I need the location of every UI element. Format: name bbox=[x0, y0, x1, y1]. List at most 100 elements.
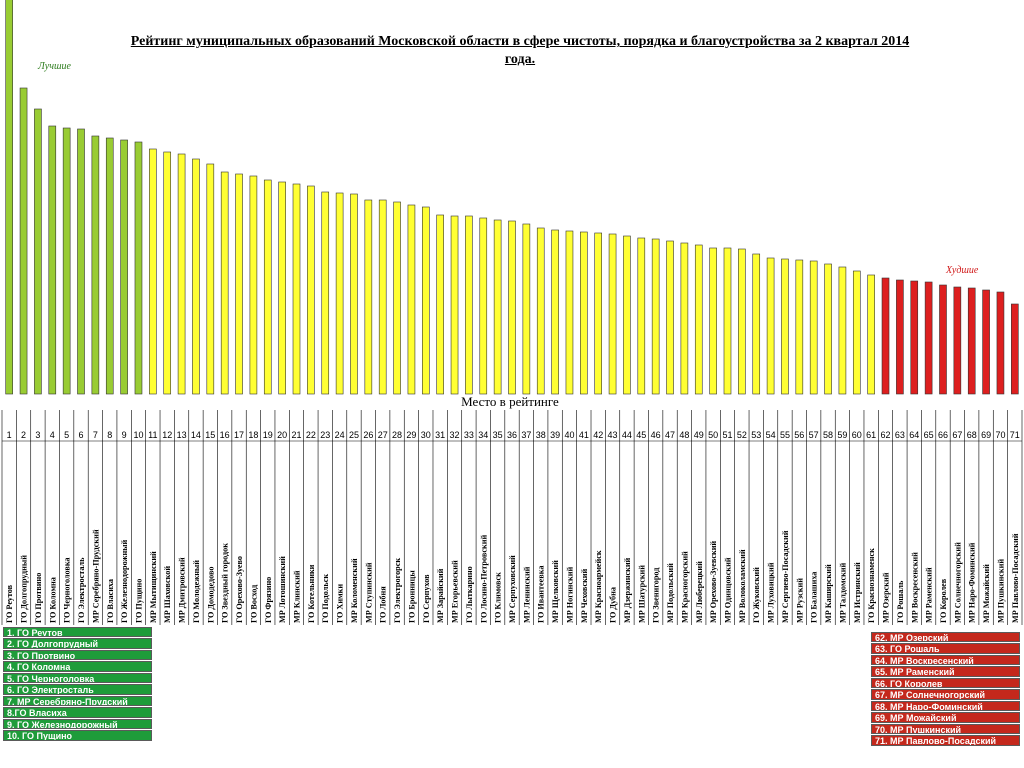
best-label: Лучшие bbox=[38, 61, 71, 72]
bar-41 bbox=[580, 231, 588, 395]
bar-70 bbox=[996, 291, 1005, 395]
bar-44 bbox=[623, 235, 631, 395]
bar-59 bbox=[838, 266, 847, 395]
place-label: 10 bbox=[133, 430, 143, 440]
place-label: 15 bbox=[205, 430, 215, 440]
place-label: 37 bbox=[521, 430, 531, 440]
place-label: 1 bbox=[7, 430, 12, 440]
category-label: ГО Лосино-Петровский bbox=[479, 535, 488, 623]
category-label: ГО Подольск bbox=[321, 574, 330, 623]
bar-39 bbox=[551, 229, 559, 395]
place-label: 55 bbox=[780, 430, 790, 440]
place-label: 60 bbox=[852, 430, 862, 440]
bar-18 bbox=[249, 175, 258, 395]
legend-worst-item: 66. ГО Королев bbox=[871, 677, 1020, 689]
place-label: 9 bbox=[122, 430, 127, 440]
bar-31 bbox=[436, 214, 444, 395]
bar-17 bbox=[235, 173, 243, 395]
category-label: ГО Климовск bbox=[494, 572, 503, 623]
bar-45 bbox=[637, 237, 646, 395]
category-label: МР Сергиево-Посадский bbox=[781, 530, 790, 623]
category-label: ГО Протвино bbox=[34, 573, 43, 623]
place-label: 59 bbox=[837, 430, 847, 440]
place-label: 26 bbox=[363, 430, 373, 440]
place-label: 35 bbox=[493, 430, 503, 440]
place-label: 31 bbox=[435, 430, 445, 440]
bar-54 bbox=[766, 257, 775, 395]
bar-49 bbox=[694, 244, 703, 395]
bar-28 bbox=[393, 201, 401, 395]
category-label: ГО Молодежный bbox=[192, 560, 201, 623]
bar-9 bbox=[120, 139, 128, 395]
category-label: МР Серебряно-Прудский bbox=[91, 529, 100, 623]
bar-56 bbox=[795, 259, 804, 395]
place-label: 48 bbox=[679, 430, 689, 440]
bar-55 bbox=[781, 258, 789, 395]
bar-50 bbox=[709, 247, 717, 395]
category-label: МР Лотошинский bbox=[278, 556, 287, 623]
place-label: 32 bbox=[450, 430, 460, 440]
category-label: МР Ступинский bbox=[364, 562, 373, 623]
place-label: 2 bbox=[21, 430, 26, 440]
category-label: ГО Звездный городок bbox=[221, 543, 230, 623]
bar-6 bbox=[77, 128, 85, 395]
category-label: ГО Бронницы bbox=[407, 570, 416, 623]
category-label: ГО Рошаль bbox=[896, 580, 905, 623]
bar-68 bbox=[967, 287, 976, 395]
worst-label: Худшие bbox=[946, 265, 979, 276]
place-labels: 1 2 3 4 5 6 7 8 9 10 11 12 13 14 15 16 17 18 19 20 21 22 23 24 2… bbox=[7, 430, 1020, 440]
category-label: ГО Звенигород bbox=[652, 567, 661, 623]
place-label: 46 bbox=[651, 430, 661, 440]
place-label: 39 bbox=[550, 430, 560, 440]
category-label: МР Солнечногорский bbox=[953, 542, 962, 623]
category-label: МР Щелковский bbox=[551, 560, 560, 623]
bar-15 bbox=[206, 163, 215, 395]
place-label: 13 bbox=[177, 430, 187, 440]
place-label: 49 bbox=[694, 430, 704, 440]
place-label: 29 bbox=[406, 430, 416, 440]
place-label: 20 bbox=[277, 430, 287, 440]
place-label: 62 bbox=[881, 430, 891, 440]
legend-best-item: 6. ГО Электросталь bbox=[3, 684, 152, 695]
place-label: 18 bbox=[248, 430, 258, 440]
bar-57 bbox=[809, 260, 818, 395]
category-label: ГО Власиха bbox=[106, 579, 115, 623]
category-label: ГО Лыткарино bbox=[465, 566, 474, 623]
category-label: ГО Котельники bbox=[307, 564, 316, 623]
bar-61 bbox=[867, 274, 875, 395]
place-label: 34 bbox=[478, 430, 488, 440]
category-labels: ГО Реутов ГО Долгопрудный ГО Протвино ГО Ко… bbox=[5, 529, 1020, 623]
place-label: 47 bbox=[665, 430, 675, 440]
legend-worst: 62. МР Озерский 63. ГО Рошаль 64. МР Воскр… bbox=[871, 632, 1020, 747]
category-label: ГО Орехово-Зуево bbox=[235, 556, 244, 623]
category-label: МР Дзержинский bbox=[623, 557, 632, 623]
legend-best-item: 9. ГО Железнодорожный bbox=[3, 718, 152, 730]
category-label: МР Красногорский bbox=[680, 551, 689, 623]
bar-26 bbox=[364, 199, 373, 395]
place-label: 14 bbox=[191, 430, 201, 440]
legend-worst-item: 68. МР Наро-Фоминский bbox=[871, 700, 1020, 712]
category-label: МР Озерский bbox=[882, 572, 891, 623]
legend-best-item: 1. ГО Реутов bbox=[3, 627, 152, 638]
category-label: ГО Балашиха bbox=[810, 572, 819, 623]
bar-37 bbox=[522, 223, 531, 395]
category-label: ГО Ивантеевка bbox=[537, 566, 546, 623]
place-label: 58 bbox=[823, 430, 833, 440]
place-label: 40 bbox=[564, 430, 574, 440]
category-label: ГО Восход bbox=[249, 584, 258, 623]
category-label: ГО Дубна bbox=[609, 587, 618, 623]
legend-worst-item: 64. МР Воскресенский bbox=[871, 654, 1020, 666]
place-label: 25 bbox=[349, 430, 359, 440]
place-label: 43 bbox=[608, 430, 618, 440]
category-label: МР Чеховский bbox=[580, 568, 589, 623]
bar-58 bbox=[824, 263, 832, 395]
category-label: МР Талдомский bbox=[838, 562, 847, 623]
x-axis-title: Место в рейтинге bbox=[461, 394, 559, 409]
bar-2 bbox=[19, 87, 28, 395]
category-label: МР Зарайский bbox=[436, 568, 445, 623]
legend-best-item: 5. ГО Черноголовка bbox=[3, 672, 152, 684]
category-label: МР Раменский bbox=[925, 567, 934, 623]
place-label: 11 bbox=[148, 430, 157, 440]
bar-48 bbox=[680, 242, 689, 395]
legend-worst-item: 71. МР Павлово-Посадский bbox=[871, 735, 1020, 746]
